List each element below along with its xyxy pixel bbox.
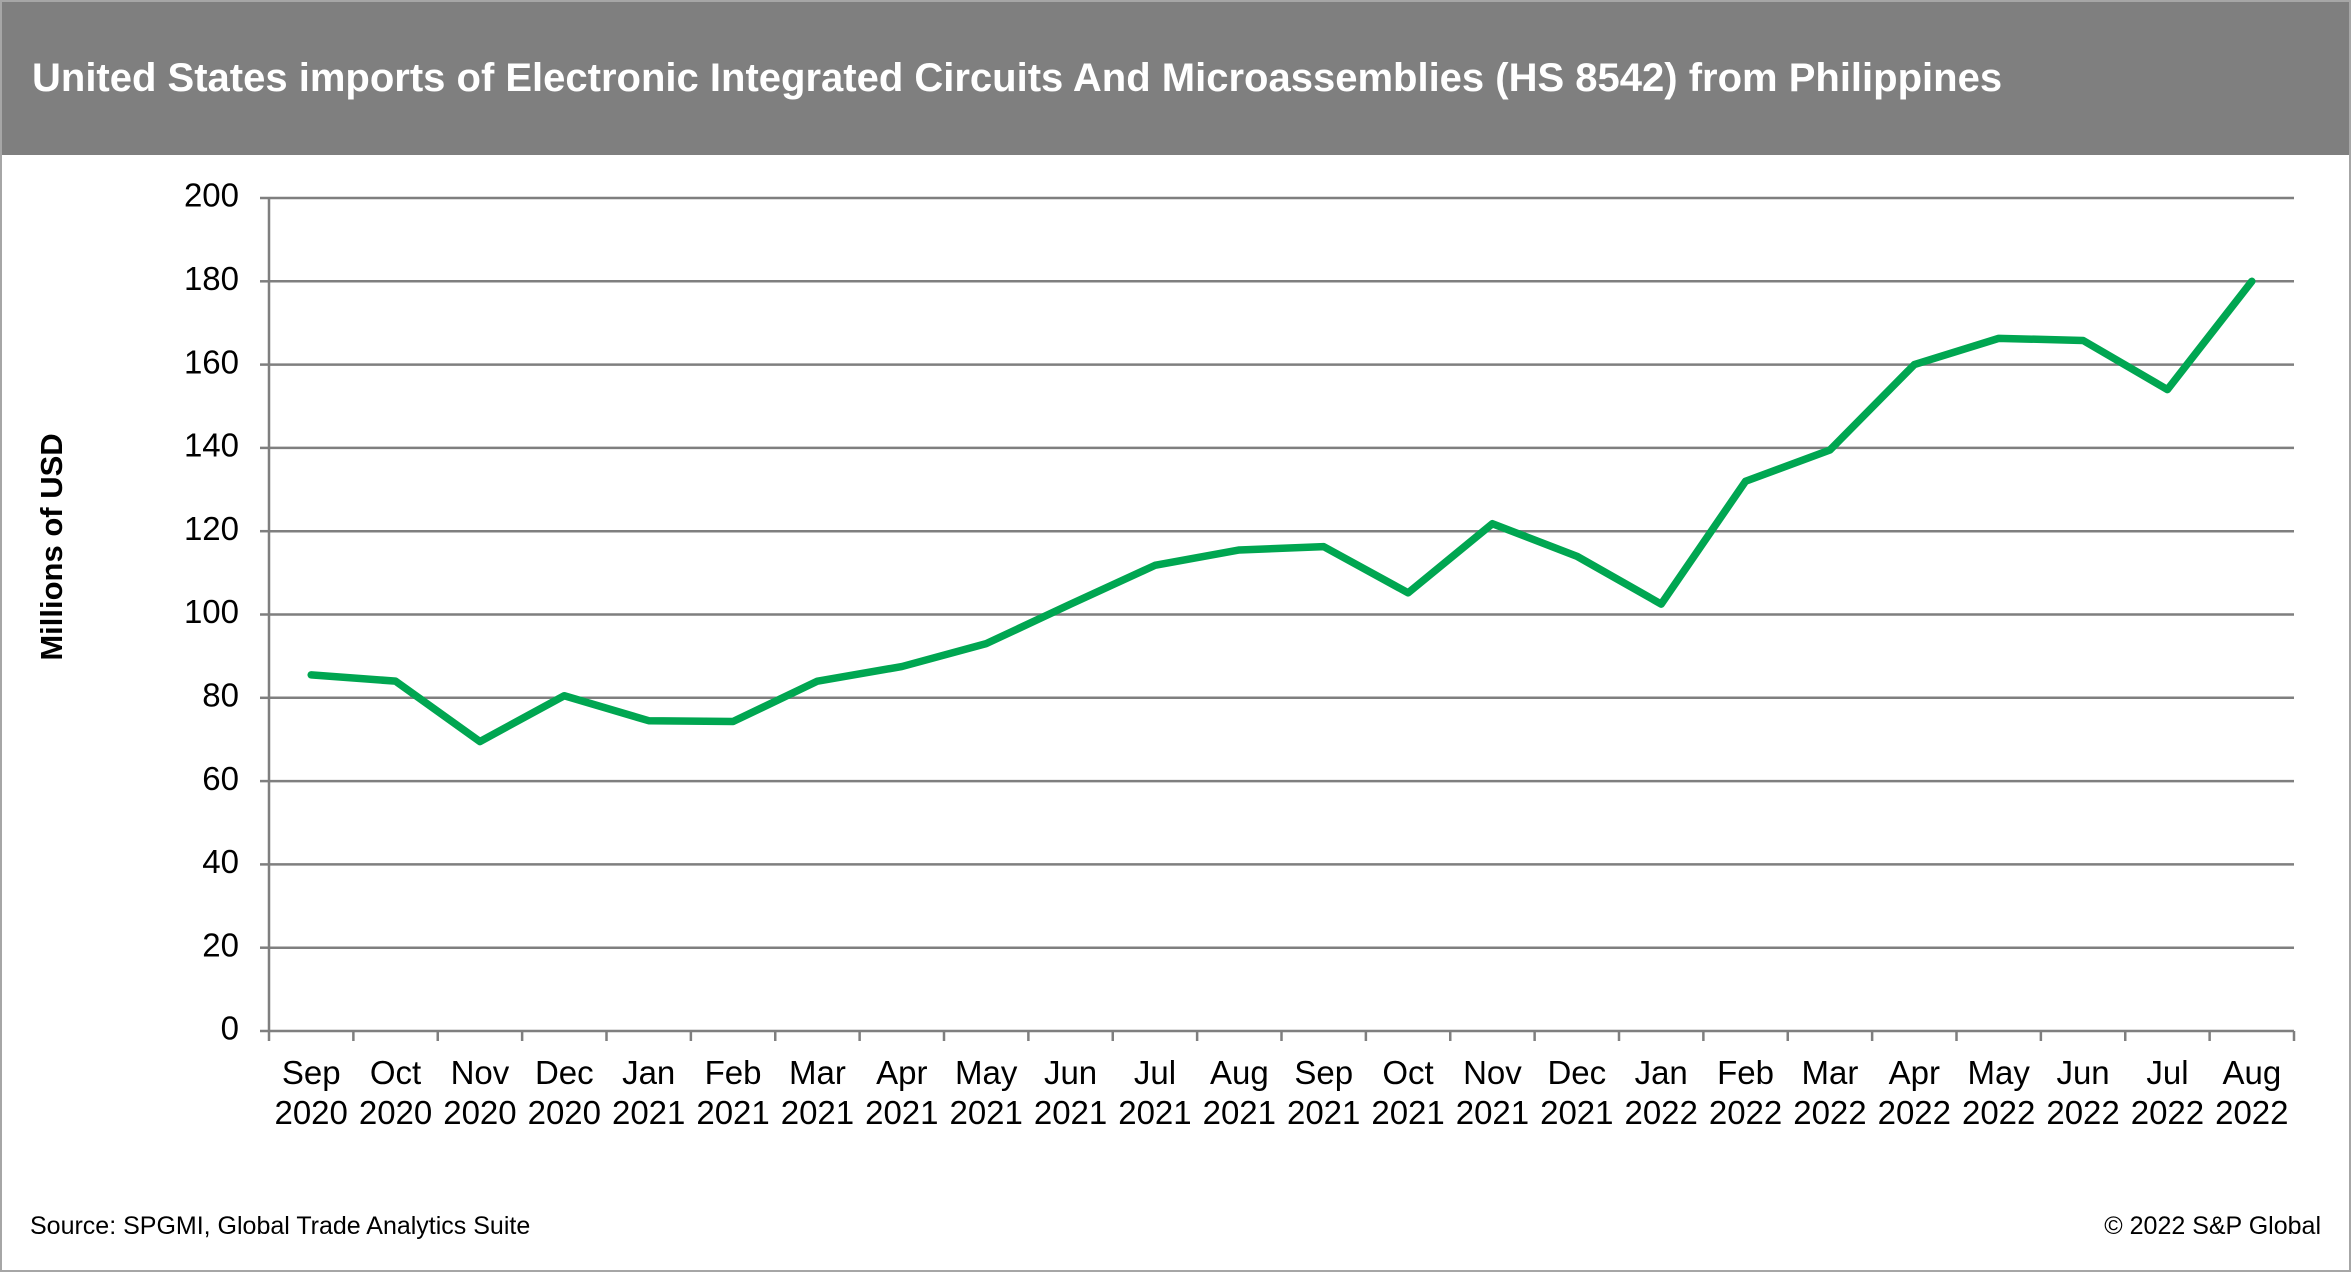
y-tick-label: 0 bbox=[221, 1010, 239, 1047]
x-tick-label: Jan 2021 bbox=[611, 1054, 686, 1131]
x-tick-label: Jun 2021 bbox=[1033, 1054, 1108, 1131]
source-note: Source: SPGMI, Global Trade Analytics Su… bbox=[30, 1212, 531, 1240]
x-tick-label: Sep 2021 bbox=[1286, 1054, 1361, 1131]
x-tick-label: Sep 2020 bbox=[274, 1054, 348, 1131]
x-tick-label: Oct 2021 bbox=[1371, 1054, 1445, 1131]
y-axis-label: Millions of USD bbox=[34, 433, 69, 660]
y-tick-label: 160 bbox=[184, 343, 239, 380]
x-tick-label: Nov 2020 bbox=[443, 1054, 517, 1131]
x-tick-label: Aug 2022 bbox=[2215, 1054, 2289, 1131]
y-tick-label: 20 bbox=[202, 926, 239, 963]
x-tick-label: Jul 2022 bbox=[2130, 1054, 2205, 1131]
x-tick-label: Jan 2022 bbox=[1624, 1054, 1698, 1131]
chart-title: United States imports of Electronic Inte… bbox=[2, 2, 2349, 155]
data-line bbox=[307, 277, 2256, 746]
y-tick-label: 60 bbox=[202, 760, 239, 797]
x-tick-label: Apr 2022 bbox=[1877, 1054, 1952, 1131]
x-tick-label: Apr 2021 bbox=[865, 1054, 939, 1131]
x-tick-label: May 2021 bbox=[949, 1054, 1023, 1131]
y-tick-label: 180 bbox=[184, 260, 239, 297]
x-tick-label: Jun 2022 bbox=[2046, 1054, 2120, 1131]
copyright: © 2022 S&P Global bbox=[2104, 1212, 2321, 1240]
y-tick-label: 120 bbox=[184, 510, 239, 547]
x-tick-label: Oct 2020 bbox=[358, 1054, 433, 1131]
x-tick-label: Mar 2021 bbox=[780, 1054, 855, 1131]
y-tick-label: 200 bbox=[184, 177, 239, 214]
x-tick-label: Feb 2021 bbox=[696, 1054, 770, 1131]
x-tick-label: Jul 2021 bbox=[1118, 1054, 1192, 1131]
x-tick-label: Dec 2021 bbox=[1540, 1054, 1614, 1131]
y-tick-label: 40 bbox=[202, 843, 239, 880]
y-tick-label: 100 bbox=[184, 593, 239, 630]
y-tick-label: 140 bbox=[184, 427, 239, 464]
x-tick-label: May 2022 bbox=[1961, 1054, 2036, 1131]
y-tick-label: 80 bbox=[202, 677, 239, 714]
x-tick-label: Mar 2022 bbox=[1793, 1054, 1867, 1131]
x-tick-label: Nov 2021 bbox=[1455, 1054, 1530, 1131]
x-tick-label: Feb 2022 bbox=[1708, 1054, 1783, 1131]
x-tick-label: Dec 2020 bbox=[527, 1054, 602, 1131]
x-tick-label: Aug 2021 bbox=[1202, 1054, 1277, 1131]
